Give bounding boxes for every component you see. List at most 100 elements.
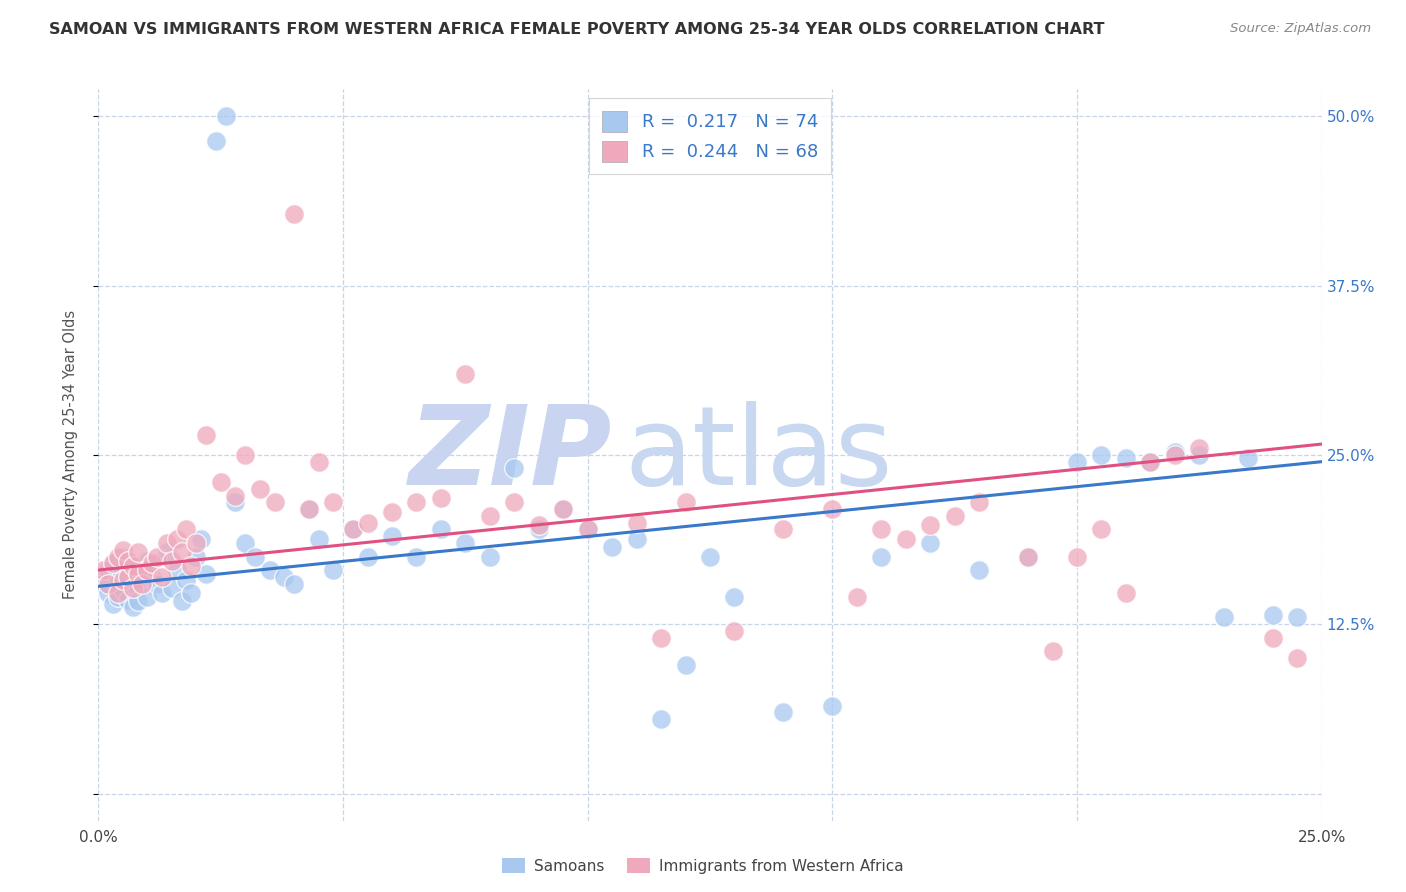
Point: [1090, 448, 1112, 462]
Point: [127, 567, 149, 582]
Text: atlas: atlas: [624, 401, 893, 508]
Point: [131, 576, 153, 591]
Point: [101, 556, 124, 570]
Point: [233, 536, 256, 550]
Point: [772, 706, 794, 720]
Point: [298, 502, 321, 516]
Point: [1261, 631, 1284, 645]
Point: [224, 489, 246, 503]
Point: [160, 553, 183, 567]
Point: [101, 597, 124, 611]
Point: [186, 536, 208, 550]
Point: [454, 367, 477, 381]
Point: [967, 495, 990, 509]
Point: [121, 559, 143, 574]
Point: [117, 592, 139, 607]
Point: [170, 545, 193, 559]
Point: [97, 576, 120, 591]
Point: [870, 549, 893, 564]
Point: [160, 581, 183, 595]
Point: [156, 536, 179, 550]
Point: [121, 581, 143, 595]
Point: [121, 576, 143, 591]
Point: [209, 475, 232, 489]
Point: [127, 545, 149, 559]
Point: [190, 532, 212, 546]
Point: [233, 448, 256, 462]
Y-axis label: Female Poverty Among 25-34 Year Olds: Female Poverty Among 25-34 Year Olds: [63, 310, 77, 599]
Point: [308, 532, 330, 546]
Point: [107, 590, 129, 604]
Point: [1237, 450, 1260, 465]
Point: [156, 545, 179, 559]
Text: ZIP: ZIP: [409, 401, 612, 508]
Point: [1066, 549, 1088, 564]
Point: [1188, 441, 1211, 455]
Point: [430, 491, 453, 506]
Point: [381, 505, 404, 519]
Point: [141, 570, 163, 584]
Point: [91, 563, 114, 577]
Point: [131, 573, 153, 587]
Text: SAMOAN VS IMMIGRANTS FROM WESTERN AFRICA FEMALE POVERTY AMONG 25-34 YEAR OLDS CO: SAMOAN VS IMMIGRANTS FROM WESTERN AFRICA…: [49, 22, 1105, 37]
Point: [430, 523, 453, 537]
Point: [675, 495, 697, 509]
Point: [723, 624, 745, 638]
Point: [1139, 455, 1161, 469]
Point: [176, 573, 198, 587]
Text: Source: ZipAtlas.com: Source: ZipAtlas.com: [1230, 22, 1371, 36]
Point: [1042, 644, 1064, 658]
Point: [650, 631, 672, 645]
Point: [117, 567, 139, 582]
Point: [527, 518, 550, 533]
Point: [626, 516, 648, 530]
Point: [150, 586, 173, 600]
Point: [214, 109, 236, 123]
Point: [127, 594, 149, 608]
Point: [894, 532, 917, 546]
Point: [1017, 549, 1039, 564]
Point: [553, 502, 575, 516]
Point: [1164, 448, 1187, 462]
Point: [870, 523, 893, 537]
Point: [136, 553, 159, 567]
Point: [273, 570, 295, 584]
Point: [127, 559, 149, 574]
Point: [1066, 455, 1088, 469]
Point: [356, 516, 378, 530]
Point: [107, 549, 129, 564]
Point: [478, 508, 501, 523]
Point: [186, 549, 208, 564]
Point: [1115, 450, 1137, 465]
Point: [205, 134, 228, 148]
Point: [111, 549, 134, 564]
Point: [308, 455, 330, 469]
Point: [166, 532, 188, 546]
Point: [1261, 607, 1284, 622]
Point: [454, 536, 477, 550]
Point: [943, 508, 966, 523]
Point: [553, 502, 575, 516]
Point: [821, 698, 844, 713]
Point: [405, 495, 427, 509]
Point: [259, 563, 281, 577]
Point: [675, 657, 697, 672]
Point: [141, 556, 163, 570]
Point: [243, 549, 266, 564]
Point: [967, 563, 990, 577]
Point: [1164, 445, 1187, 459]
Point: [503, 461, 526, 475]
Point: [101, 556, 124, 570]
Point: [1212, 610, 1234, 624]
Legend: Samoans, Immigrants from Western Africa: Samoans, Immigrants from Western Africa: [496, 852, 910, 880]
Point: [600, 540, 623, 554]
Point: [503, 495, 526, 509]
Point: [576, 523, 599, 537]
Point: [405, 549, 427, 564]
Point: [298, 502, 321, 516]
Point: [136, 590, 159, 604]
Point: [283, 576, 305, 591]
Point: [111, 583, 134, 598]
Point: [146, 549, 169, 564]
Point: [170, 594, 193, 608]
